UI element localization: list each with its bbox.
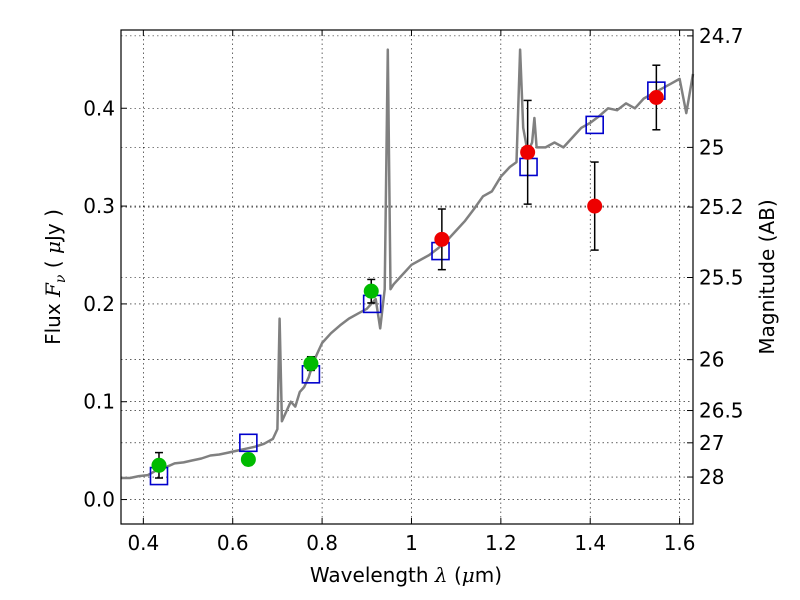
- x-tick-label: 1.4: [574, 531, 606, 555]
- y2-tick-label: 26.5: [699, 399, 744, 423]
- x-tick-label: 0.6: [217, 531, 249, 555]
- y-tick-label: 0.4: [83, 96, 115, 120]
- y-axis-label: Flux Fν ( μJy ): [41, 209, 69, 345]
- model-photometry-square: [239, 433, 258, 453]
- template-spectrum-line: [121, 48, 695, 480]
- y2-axis-label: Magnitude (AB): [755, 199, 779, 354]
- observed-nir-point: [587, 198, 603, 214]
- model-photometry-layer: [149, 81, 666, 486]
- grid-lines: [121, 30, 693, 524]
- y2-tick-label: 27: [699, 431, 724, 455]
- x-tick-label: 1.2: [485, 531, 517, 555]
- observed-nir-point: [520, 144, 536, 160]
- observed-nir-point: [434, 231, 450, 247]
- y2-tick-label: 26: [699, 348, 724, 372]
- x-tick-label: 0.4: [127, 531, 159, 555]
- template-spectrum-layer: [121, 48, 695, 480]
- axis-ticks: 0.4 0.6 0.8 1 1.2 1.4 1.6 0.0 0.1 0.2 0.3 0.4 24.7 25…: [83, 24, 743, 555]
- x-tick-label: 0.8: [306, 531, 338, 555]
- y-tick-label: 0.3: [83, 194, 115, 218]
- x-tick-label: 1: [405, 531, 418, 555]
- y2-tick-label: 25.2: [699, 195, 744, 219]
- observed-nir-point: [648, 89, 664, 105]
- observed-photometry-layer: [151, 64, 664, 479]
- model-photometry-square: [585, 115, 604, 135]
- y-tick-label: 0.2: [83, 292, 115, 316]
- model-photometry-square: [519, 157, 538, 177]
- observed-optical-point: [151, 457, 167, 473]
- plot-frame: [120, 29, 694, 525]
- y2-tick-label: 24.7: [699, 24, 744, 48]
- observed-optical-point: [303, 356, 319, 372]
- observed-optical-point: [363, 283, 379, 299]
- x-tick-label: 1.6: [664, 531, 696, 555]
- y2-tick-label: 25.5: [699, 265, 744, 289]
- observed-optical-point: [240, 451, 256, 467]
- y2-tick-label: 25: [699, 135, 724, 159]
- x-axis-label: Wavelength λ (μm): [310, 563, 502, 587]
- y2-tick-label: 28: [699, 465, 724, 489]
- y-tick-label: 0.0: [83, 488, 115, 512]
- y-tick-label: 0.1: [83, 390, 115, 414]
